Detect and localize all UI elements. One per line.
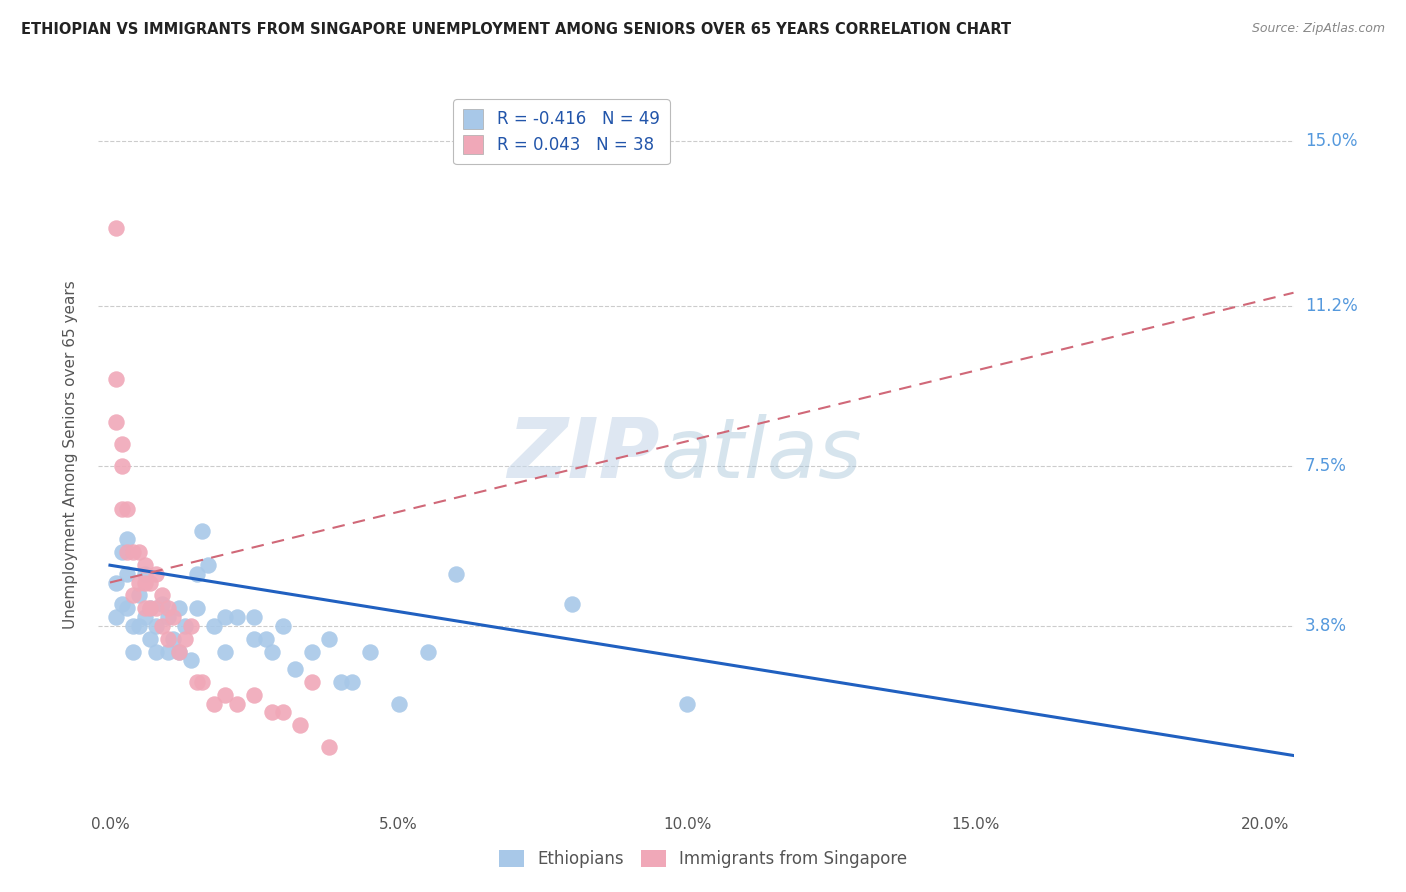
- Point: [271, 619, 294, 633]
- Legend: R = -0.416   N = 49, R = 0.043   N = 38: R = -0.416 N = 49, R = 0.043 N = 38: [453, 99, 669, 164]
- Point: [342, 675, 364, 690]
- Point: [110, 502, 132, 516]
- Point: [676, 697, 699, 711]
- Point: [214, 610, 236, 624]
- Text: 3.8%: 3.8%: [1305, 616, 1347, 635]
- Point: [145, 601, 167, 615]
- Point: [134, 575, 156, 590]
- Point: [446, 566, 468, 581]
- Point: [122, 589, 145, 603]
- Text: ZIP: ZIP: [508, 415, 661, 495]
- Point: [156, 645, 179, 659]
- Point: [156, 632, 179, 646]
- Point: [243, 610, 266, 624]
- Point: [110, 597, 132, 611]
- Point: [104, 220, 127, 235]
- Point: [145, 566, 167, 581]
- Point: [145, 619, 167, 633]
- Point: [150, 619, 173, 633]
- Point: [134, 566, 156, 581]
- Point: [117, 533, 139, 547]
- Point: [104, 610, 127, 624]
- Point: [139, 575, 162, 590]
- Point: [174, 632, 197, 646]
- Point: [186, 566, 208, 581]
- Point: [202, 619, 225, 633]
- Point: [260, 705, 283, 719]
- Point: [290, 718, 312, 732]
- Point: [150, 589, 173, 603]
- Point: [122, 619, 145, 633]
- Point: [117, 545, 139, 559]
- Point: [284, 662, 307, 676]
- Point: [186, 601, 208, 615]
- Point: [416, 645, 439, 659]
- Point: [145, 645, 167, 659]
- Point: [110, 437, 132, 451]
- Point: [329, 675, 352, 690]
- Point: [162, 632, 184, 646]
- Point: [167, 601, 190, 615]
- Text: 7.5%: 7.5%: [1305, 457, 1347, 475]
- Point: [191, 524, 214, 538]
- Point: [128, 545, 150, 559]
- Point: [191, 675, 214, 690]
- Point: [122, 545, 145, 559]
- Point: [167, 645, 190, 659]
- Text: ETHIOPIAN VS IMMIGRANTS FROM SINGAPORE UNEMPLOYMENT AMONG SENIORS OVER 65 YEARS : ETHIOPIAN VS IMMIGRANTS FROM SINGAPORE U…: [21, 22, 1011, 37]
- Point: [139, 601, 162, 615]
- Point: [110, 458, 132, 473]
- Point: [301, 645, 323, 659]
- Point: [388, 697, 411, 711]
- Legend: Ethiopians, Immigrants from Singapore: Ethiopians, Immigrants from Singapore: [492, 843, 914, 875]
- Point: [117, 566, 139, 581]
- Point: [226, 697, 249, 711]
- Point: [561, 597, 583, 611]
- Point: [214, 688, 236, 702]
- Y-axis label: Unemployment Among Seniors over 65 years: Unemployment Among Seniors over 65 years: [63, 281, 77, 629]
- Point: [180, 653, 202, 667]
- Point: [318, 632, 340, 646]
- Point: [162, 610, 184, 624]
- Point: [104, 416, 127, 430]
- Point: [254, 632, 277, 646]
- Point: [243, 688, 266, 702]
- Point: [110, 545, 132, 559]
- Point: [260, 645, 283, 659]
- Point: [150, 597, 173, 611]
- Point: [180, 619, 202, 633]
- Point: [167, 645, 190, 659]
- Point: [214, 645, 236, 659]
- Point: [243, 632, 266, 646]
- Point: [117, 502, 139, 516]
- Point: [359, 645, 381, 659]
- Point: [271, 705, 294, 719]
- Point: [117, 601, 139, 615]
- Point: [134, 601, 156, 615]
- Text: atlas: atlas: [661, 415, 862, 495]
- Point: [104, 575, 127, 590]
- Point: [174, 619, 197, 633]
- Point: [156, 610, 179, 624]
- Point: [139, 601, 162, 615]
- Point: [156, 601, 179, 615]
- Point: [197, 558, 219, 573]
- Point: [128, 575, 150, 590]
- Point: [134, 558, 156, 573]
- Point: [139, 632, 162, 646]
- Point: [301, 675, 323, 690]
- Point: [134, 610, 156, 624]
- Point: [318, 739, 340, 754]
- Text: 11.2%: 11.2%: [1305, 297, 1357, 315]
- Point: [202, 697, 225, 711]
- Point: [186, 675, 208, 690]
- Text: 15.0%: 15.0%: [1305, 132, 1357, 151]
- Point: [128, 619, 150, 633]
- Point: [122, 645, 145, 659]
- Text: Source: ZipAtlas.com: Source: ZipAtlas.com: [1251, 22, 1385, 36]
- Point: [226, 610, 249, 624]
- Point: [104, 372, 127, 386]
- Point: [128, 589, 150, 603]
